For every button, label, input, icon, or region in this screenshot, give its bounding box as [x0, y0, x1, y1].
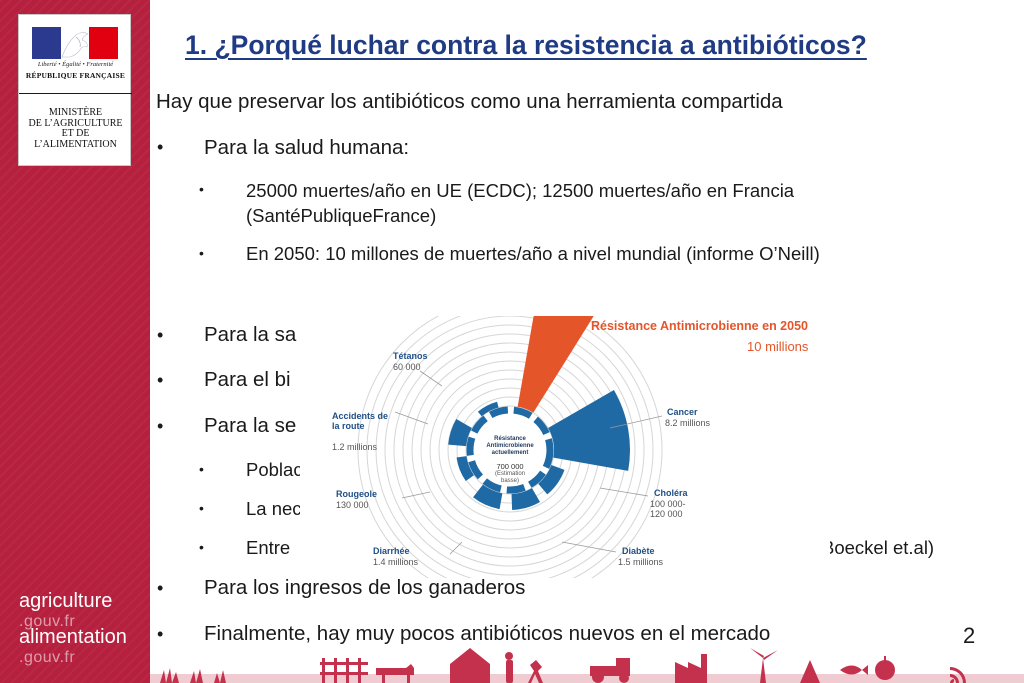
bullet-marker: • — [157, 624, 164, 644]
ig-leader-line — [419, 370, 443, 387]
runner-icon — [528, 660, 543, 683]
ig-center-estimate: (Estimation basse) — [494, 471, 525, 484]
ig-wedge-amr-2050 — [517, 316, 594, 413]
ig-center-value: 700 000 — [496, 462, 524, 471]
ig-current-ring — [466, 406, 554, 494]
ig-headline: Résistance Antimicrobienne en 2050 — [591, 319, 808, 333]
brand-agriculture-sub: .gouv.fr — [19, 613, 76, 630]
marianne-flag-icon — [32, 27, 118, 59]
ig-label-diabete: Diabète 1.5 millions — [618, 546, 664, 567]
grass-row-icon — [150, 674, 1024, 683]
intro-text: Hay que preservar los antibióticos como … — [156, 90, 783, 113]
ig-center-title: Résistance Antimicrobienne actuellement — [486, 436, 534, 456]
sub-bullet-between: Entre — [246, 537, 291, 558]
apple-stem-icon — [884, 656, 886, 662]
ig-label-cancer: Cancer 8.2 millions — [665, 407, 711, 428]
bullet-welfare: Para el bi — [204, 368, 291, 391]
sub-bullet-citation: Boeckel et.al) — [822, 537, 935, 558]
ig-leader-line — [401, 491, 431, 499]
signal-waves-icon — [950, 667, 966, 683]
ig-ring — [384, 324, 636, 576]
ig-wedge-cholera — [538, 465, 565, 495]
bullet-marker: • — [199, 461, 204, 477]
brand-alimentation-main: alimentation — [19, 626, 127, 648]
ig-leader-line — [449, 541, 463, 555]
bullet-human-health: Para la salud humana: — [204, 136, 410, 159]
ig-leader-line — [561, 541, 617, 553]
cow-icon — [376, 664, 414, 683]
tractor-wheel-icon — [592, 671, 604, 683]
ministry-logo: Liberté • Égalité • Fraternité RÉPUBLIQU… — [18, 14, 132, 166]
bullet-marker: • — [157, 137, 164, 157]
person-icon — [506, 660, 513, 683]
ig-ring — [357, 316, 663, 578]
ig-ring — [375, 316, 645, 578]
bullet-marker: • — [199, 181, 204, 197]
ig-label-tetanos: Tétanos 60 000 — [393, 351, 428, 372]
house-icon — [450, 648, 490, 683]
ig-wedge-diabete — [511, 488, 540, 510]
sub-bullet-population: Poblac — [246, 459, 303, 480]
grass-icon — [160, 668, 226, 683]
amr-radial-graphic — [357, 316, 663, 578]
tractor-wheel-icon — [619, 673, 629, 683]
ig-headline-value: 10 millions — [747, 339, 809, 354]
ig-wedge-accidents — [448, 419, 472, 447]
bullet-marker: • — [199, 245, 204, 261]
ig-wedge-diarrhee — [473, 484, 503, 510]
ig-label-rougeole: Rougeole 130 000 — [336, 489, 378, 510]
logo-motto: Liberté • Égalité • Fraternité — [37, 61, 114, 68]
ig-center-disc — [474, 414, 546, 486]
sub-bullet-need: La nec — [246, 498, 302, 519]
page-number: 2 — [963, 623, 976, 648]
slide-title: 1. ¿Porqué luchar contra la resistencia … — [185, 30, 867, 60]
bullet-new-antibiotics: Finalmente, hay muy pocos antibióticos n… — [204, 622, 771, 645]
bullet-marker: • — [199, 539, 204, 555]
fish-icon — [840, 665, 868, 675]
bullet-marker: • — [157, 325, 164, 345]
person-head-icon — [505, 652, 513, 660]
logo-divider — [19, 93, 132, 94]
ig-wedge-rougeole — [456, 456, 474, 481]
bullet-marker: • — [157, 416, 164, 436]
bullet-security: Para la se — [204, 414, 297, 437]
sub-bullet-deaths-eu: 25000 muertes/año en UE (ECDC); 12500 mu… — [246, 180, 795, 201]
brand-alimentation-sub: .gouv.fr — [19, 649, 76, 666]
brand-agriculture: agriculture .gouv.fr — [19, 590, 112, 631]
ig-leader-line — [609, 415, 663, 429]
rural-silhouette-strip — [150, 648, 1024, 683]
ig-leader-line — [599, 487, 649, 497]
ig-leader-line — [394, 411, 429, 425]
side-band: Liberté • Égalité • Fraternité RÉPUBLIQU… — [0, 0, 150, 683]
bullet-marker: • — [199, 500, 204, 516]
factory-icon — [675, 654, 707, 683]
amr-infographic: Résistance Antimicrobienne en 2050 10 mi… — [300, 316, 830, 578]
logo-republique: RÉPUBLIQUE FRANÇAISE — [25, 71, 126, 80]
apple-icon — [875, 660, 895, 680]
bullet-marker: • — [157, 578, 164, 598]
bullet-marker: • — [157, 370, 164, 390]
sub-bullet-2050: En 2050: 10 millones de muertes/año a ni… — [246, 243, 820, 264]
ig-label-road-accidents: Accidents de la route 1.2 millions — [332, 410, 389, 453]
logo-ministry: MINISTÈRE DE L’AGRICULTURE ET DE L’ALIME… — [28, 107, 123, 150]
brand-agriculture-main: agriculture — [19, 590, 113, 612]
bullet-farmers-income: Para los ingresos de los ganaderos — [204, 576, 526, 599]
ig-label-diarrhee: Diarrhée 1.4 millions — [373, 546, 419, 567]
ig-wedge-tetanos — [477, 401, 499, 417]
windmill-icon — [750, 648, 778, 683]
ig-ring — [366, 316, 654, 578]
brand-alimentation: alimentation .gouv.fr — [19, 626, 127, 667]
ig-wedge-cancer — [548, 390, 630, 471]
ig-label-cholera: Choléra 100 000- 120 000 — [650, 488, 688, 519]
fence-icon — [320, 658, 368, 683]
cloche-icon — [800, 660, 820, 683]
sub-bullet-deaths-eu-source: (SantéPubliqueFrance) — [246, 205, 437, 226]
bullet-animal-health: Para la sa — [204, 323, 297, 346]
ig-center-label: Résistance Antimicrobienne actuellement … — [472, 436, 548, 485]
